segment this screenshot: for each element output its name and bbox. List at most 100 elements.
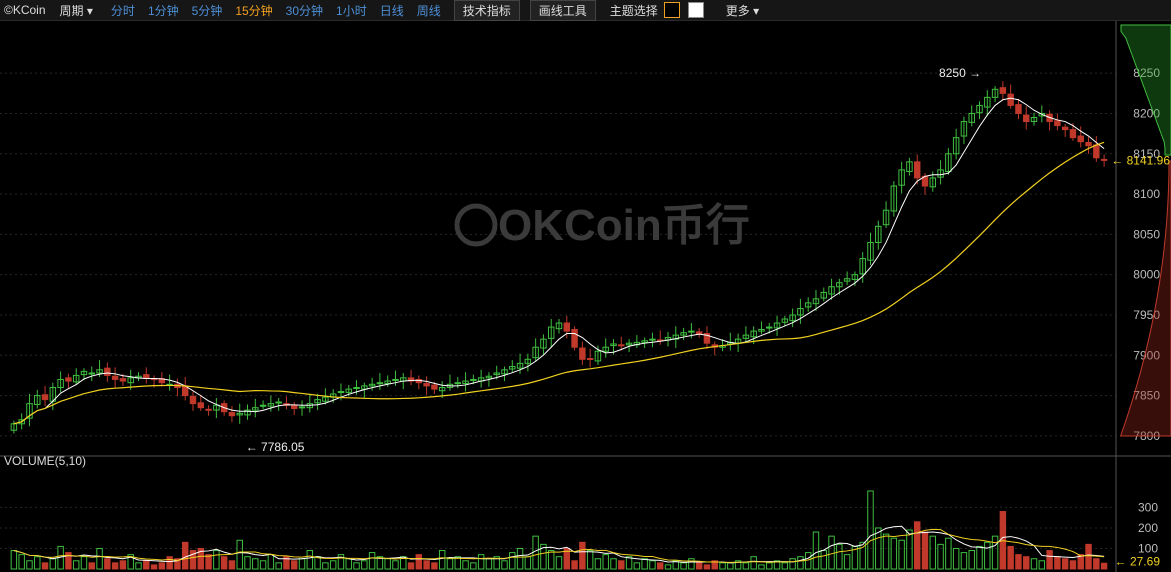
volume-bar: [454, 556, 461, 570]
candle-body: [454, 382, 461, 385]
volume-bar: [695, 562, 703, 570]
candle-body: [111, 375, 119, 380]
price-tick-label: 7850: [1133, 389, 1160, 403]
candle-body: [532, 346, 539, 359]
candle-body: [641, 340, 648, 343]
theme-light-swatch[interactable]: [687, 2, 704, 18]
candle-body: [703, 333, 711, 344]
volume-bar: [563, 547, 571, 570]
volume-bar: [516, 547, 524, 570]
price-tick-label: 8050: [1133, 227, 1160, 241]
more-menu[interactable]: 更多 ▾: [726, 2, 759, 19]
candle-body: [555, 322, 563, 330]
volume-bar: [1077, 554, 1084, 570]
candle-body: [999, 87, 1007, 94]
candle-body: [1100, 158, 1108, 161]
moving-averages: [13, 97, 1105, 425]
candle-body: [797, 308, 804, 316]
volume-bar: [820, 550, 827, 570]
theme-dark-swatch[interactable]: [663, 2, 680, 18]
volume-bar: [1093, 558, 1100, 570]
period-tab-1hour[interactable]: 1小时: [336, 3, 367, 18]
volume-ma5-line: [13, 525, 1105, 564]
candle-body: [470, 378, 477, 381]
period-tab-timeshare[interactable]: 分时: [110, 3, 135, 18]
volume-bar: [485, 558, 493, 570]
volume-bar: [1015, 554, 1022, 570]
candle-body: [1061, 126, 1069, 131]
price-chart[interactable]: OKCoin币行 8250820081508100805080007950790…: [0, 21, 1171, 572]
candle-body: [1069, 129, 1077, 139]
period-tab-15min[interactable]: 15分钟: [235, 3, 273, 18]
high-annotation: 8250 →: [939, 66, 981, 80]
volume-bar: [1038, 560, 1046, 570]
candle-body: [906, 161, 913, 173]
candle-body: [501, 369, 508, 375]
candle-body: [649, 338, 656, 341]
volume-bar: [843, 554, 851, 570]
ma-fast-line: [13, 97, 1105, 425]
volume-bar: [368, 552, 376, 570]
candle-body: [228, 412, 236, 417]
candle-body: [213, 404, 220, 411]
period-tab-5min[interactable]: 5分钟: [191, 3, 223, 18]
period-tab-30min[interactable]: 30分钟: [285, 3, 324, 18]
volume-bar: [80, 556, 88, 570]
candle-body: [384, 380, 391, 384]
candle-body: [431, 384, 438, 390]
volume-bar: [423, 560, 430, 570]
volume-bar: [314, 556, 321, 570]
volume-bar: [804, 552, 812, 570]
volume-bar: [415, 554, 423, 570]
candle-body: [890, 185, 898, 212]
volume-bar: [750, 556, 757, 570]
candle-body: [563, 322, 571, 332]
volume-bar: [267, 554, 275, 570]
volume-bar: [540, 543, 547, 570]
volume-bar: [625, 556, 633, 570]
candle-body: [602, 346, 609, 352]
volume-bar: [641, 558, 648, 570]
candle-body: [337, 391, 345, 394]
volume-bar: [610, 558, 617, 570]
volume-bar: [501, 560, 508, 570]
candle-body: [828, 286, 835, 295]
candle-body: [812, 298, 820, 305]
candle-body: [96, 369, 103, 374]
low-annotation: ← 7786.05: [246, 440, 305, 454]
candle-body: [291, 404, 298, 409]
candle-body: [314, 399, 321, 404]
candle-body: [594, 350, 602, 362]
volume-bar: [812, 531, 820, 570]
volume-bar: [104, 558, 111, 570]
volume-bar: [968, 550, 975, 570]
volume-bar: [26, 560, 33, 570]
chevron-down-icon: ▾: [753, 3, 760, 18]
volume-bar: [571, 560, 578, 570]
volume-bar: [532, 535, 539, 570]
volume-bar: [477, 554, 485, 570]
candle-body: [929, 177, 937, 188]
candle-body: [960, 121, 968, 137]
candle-body: [143, 374, 150, 379]
period-tab-day[interactable]: 日线: [379, 3, 404, 18]
period-tab-week[interactable]: 周线: [416, 3, 441, 18]
indicators-button[interactable]: 技术指标: [453, 0, 520, 21]
volume-bar: [579, 541, 586, 570]
candle-body: [952, 137, 960, 155]
volume-bar: [34, 556, 41, 570]
drawing-tools-button[interactable]: 画线工具: [529, 0, 596, 21]
candle-body: [104, 367, 111, 376]
period-select[interactable]: 周期 ▾: [60, 2, 93, 19]
volume-bar: [236, 539, 243, 570]
candle-body: [376, 382, 384, 385]
period-tab-1min[interactable]: 1分钟: [147, 3, 179, 18]
volume-bar: [649, 560, 656, 570]
candle-body: [353, 387, 360, 390]
price-axis: 8250820081508100805080007950790078507800: [1115, 21, 1171, 572]
candle-body: [322, 396, 329, 402]
volume-bar: [781, 562, 789, 570]
volume-bar: [906, 529, 913, 570]
volume-bar: [1046, 550, 1053, 570]
volume-bar: [493, 556, 500, 570]
